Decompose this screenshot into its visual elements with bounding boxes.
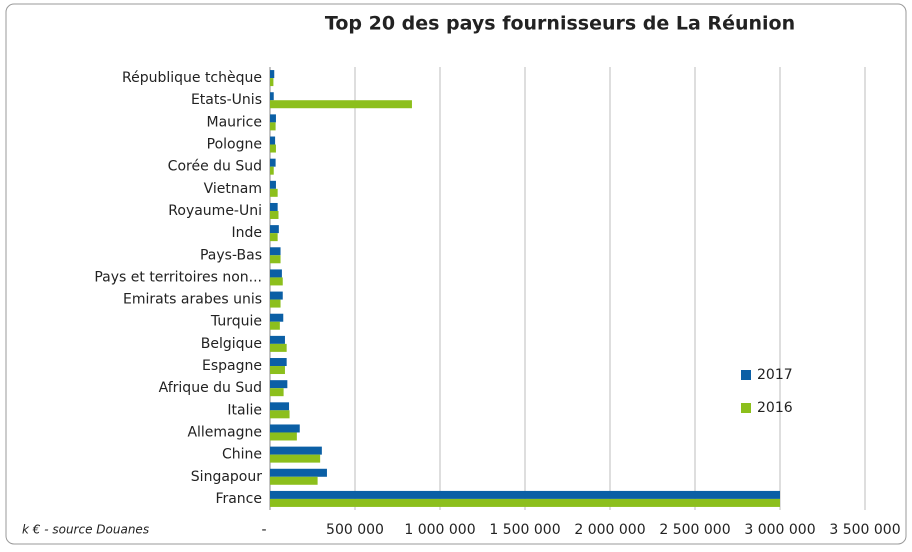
bar (270, 70, 275, 79)
bar (270, 78, 274, 87)
bar (270, 388, 284, 397)
chart-title: Top 20 des pays fournisseurs de La Réuni… (325, 13, 795, 35)
bar (270, 158, 276, 167)
bar (270, 202, 278, 211)
bar (270, 188, 278, 197)
source-note: k € - source Douanes (22, 523, 149, 537)
bar (270, 247, 281, 256)
y-tick-label: Corée du Sud (168, 159, 262, 175)
bar (270, 454, 321, 463)
bar (270, 255, 281, 264)
x-tick-label: 500 000 (326, 522, 384, 538)
bar (270, 114, 276, 123)
chart-frame (5, 3, 907, 545)
bar (270, 498, 780, 507)
bar (270, 402, 290, 411)
x-tick-label: 3 000 000 (744, 522, 815, 538)
y-tick-label: République tchèque (122, 70, 262, 86)
bar (270, 210, 279, 219)
bar (270, 299, 281, 308)
bar (270, 92, 274, 101)
bar (270, 144, 276, 153)
legend-label: 2016 (757, 400, 793, 416)
bar (270, 291, 283, 300)
bar (270, 100, 412, 109)
y-tick-label: Afrique du Sud (159, 380, 262, 396)
bar (270, 321, 280, 330)
bar (270, 476, 318, 485)
y-tick-label: Belgique (201, 336, 262, 352)
x-tick-label: 2 500 000 (659, 522, 730, 538)
bar (270, 277, 283, 286)
y-tick-label: Pays et territoires non... (94, 269, 262, 285)
bar (270, 358, 287, 367)
y-tick-label: Inde (231, 225, 262, 241)
x-tick-label: 3 500 000 (829, 522, 900, 538)
bar (270, 468, 327, 477)
y-tick-label: Etats-Unis (191, 92, 262, 108)
legend-label: 2017 (757, 367, 793, 383)
y-tick-label: Chine (222, 447, 262, 463)
bar (270, 136, 276, 145)
bar (270, 269, 282, 278)
y-tick-label: Maurice (207, 114, 263, 130)
y-tick-label: Singapour (191, 469, 262, 485)
legend-swatch (741, 403, 751, 413)
x-tick-label: - (261, 522, 266, 538)
bar (270, 424, 300, 433)
y-tick-label: France (215, 491, 262, 507)
bar (270, 122, 276, 131)
bar (270, 432, 297, 441)
bar (270, 166, 274, 175)
bar (270, 233, 278, 242)
y-tick-label: Pays-Bas (200, 247, 262, 263)
bar (270, 490, 780, 499)
legend-swatch (741, 370, 751, 380)
bar (270, 313, 284, 322)
y-tick-label: Emirats arabes unis (123, 292, 262, 308)
y-tick-label: Allemagne (187, 424, 262, 440)
bar (270, 180, 276, 189)
bar (270, 380, 288, 389)
y-tick-label: Espagne (202, 358, 262, 374)
bar (270, 410, 290, 419)
y-tick-label: Turquie (210, 314, 262, 330)
x-tick-label: 1 500 000 (489, 522, 560, 538)
bar (270, 343, 287, 352)
bar (270, 446, 322, 455)
y-tick-label: Royaume-Uni (168, 203, 262, 219)
bar (270, 225, 279, 234)
y-tick-label: Italie (227, 402, 262, 418)
x-tick-label: 2 000 000 (574, 522, 645, 538)
x-tick-label: 1 000 000 (404, 522, 475, 538)
bar (270, 366, 285, 375)
bar (270, 335, 285, 344)
y-tick-label: Vietnam (204, 181, 262, 197)
y-tick-label: Pologne (207, 137, 262, 153)
